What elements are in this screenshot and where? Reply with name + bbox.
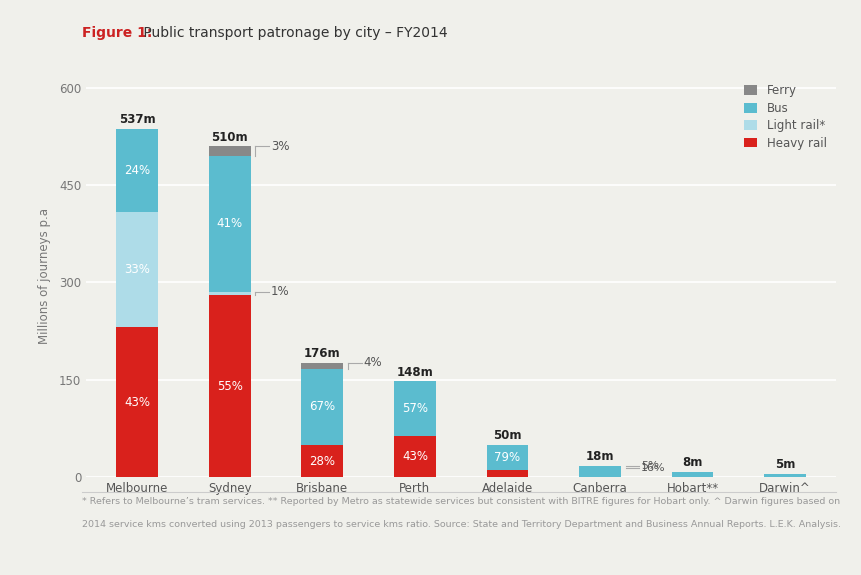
Text: 18m: 18m <box>585 450 614 463</box>
Text: 24%: 24% <box>124 164 150 177</box>
Text: 57%: 57% <box>401 402 427 415</box>
Bar <box>116 212 158 327</box>
Text: 79%: 79% <box>494 451 520 464</box>
Text: 33%: 33% <box>124 263 150 277</box>
Bar <box>116 327 158 477</box>
Bar <box>301 445 343 477</box>
Text: 5m: 5m <box>774 458 795 472</box>
Text: 43%: 43% <box>401 450 427 463</box>
Text: * Refers to Melbourne’s tram services. ** Reported by Metro as statewide service: * Refers to Melbourne’s tram services. *… <box>82 497 839 507</box>
Text: 55%: 55% <box>216 380 242 393</box>
Text: 67%: 67% <box>309 400 335 413</box>
Bar <box>764 474 805 477</box>
Bar <box>393 436 435 477</box>
Bar <box>486 470 528 477</box>
Text: 8m: 8m <box>682 457 702 469</box>
Text: 16%: 16% <box>641 463 665 473</box>
Text: Public transport patronage by city – FY2014: Public transport patronage by city – FY2… <box>139 26 447 40</box>
Bar <box>208 156 251 292</box>
Bar <box>208 146 251 156</box>
Text: 5%: 5% <box>641 461 658 471</box>
Text: 28%: 28% <box>309 455 335 467</box>
Bar <box>301 369 343 445</box>
Text: 2014 service kms converted using 2013 passengers to service kms ratio. Source: S: 2014 service kms converted using 2013 pa… <box>82 520 840 530</box>
Text: 176m: 176m <box>304 347 340 361</box>
Text: 4%: 4% <box>363 356 381 370</box>
Bar <box>671 472 713 477</box>
Text: 537m: 537m <box>119 113 155 126</box>
Bar <box>486 445 528 470</box>
Text: 43%: 43% <box>124 396 150 409</box>
Text: 510m: 510m <box>211 131 248 144</box>
Text: 50m: 50m <box>492 429 521 442</box>
Bar <box>116 129 158 212</box>
Bar <box>208 295 251 477</box>
Y-axis label: Millions of journeys p.a: Millions of journeys p.a <box>38 208 51 344</box>
Text: 148m: 148m <box>396 366 433 378</box>
Text: 3%: 3% <box>270 140 289 152</box>
Text: 1%: 1% <box>270 285 289 298</box>
Text: Figure 1:: Figure 1: <box>82 26 152 40</box>
Text: 41%: 41% <box>216 217 243 231</box>
Legend: Ferry, Bus, Light rail*, Heavy rail: Ferry, Bus, Light rail*, Heavy rail <box>740 81 829 153</box>
Bar <box>208 292 251 295</box>
Bar <box>301 363 343 369</box>
Bar <box>579 466 620 477</box>
Bar <box>393 381 435 436</box>
